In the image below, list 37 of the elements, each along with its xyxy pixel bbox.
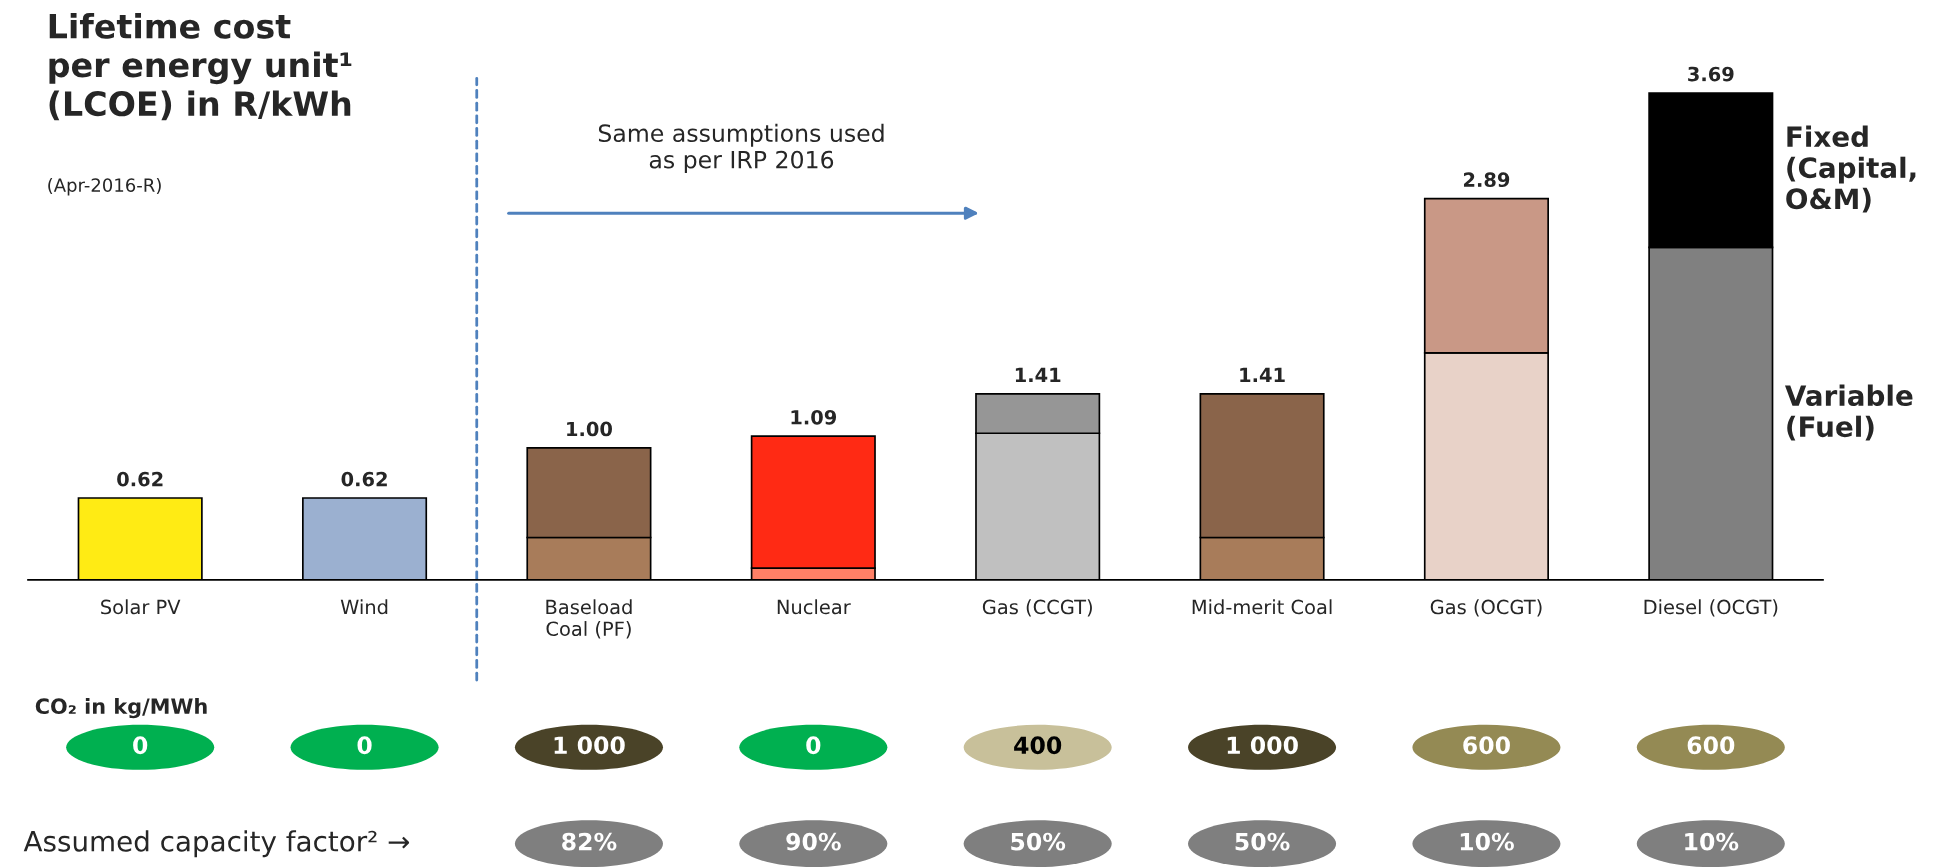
series-label: Fixed (Capital, O&M) [1786,125,1916,213]
annotation: 1.41 [1015,367,1061,383]
text: 1 000 [1227,736,1298,755]
x-tick-label: Mid-merit Coal [1192,599,1332,615]
annotation: Same assumptions used as per IRP 2016 [598,123,884,174]
annotation: 1.09 [791,409,837,425]
text: 50% [1011,832,1066,851]
x-tick-label: Nuclear [777,599,851,615]
text: 1 000 [554,736,625,755]
annotation: 2.89 [1463,172,1510,188]
x-tick-label: Gas (OCGT) [1430,599,1542,617]
annotation: 0.62 [117,471,163,487]
text: 0 [133,736,148,755]
text: 10% [1685,832,1739,851]
text: 0 [806,736,821,755]
x-tick-label: Solar PV [101,599,181,615]
text: (Apr-2016-R) [48,177,161,196]
x-tick-label: Gas (CCGT) [982,599,1092,617]
text: CO₂ in kg/MWh [35,697,207,719]
annotation: 3.69 [1688,66,1734,82]
annotation: 1.41 [1240,367,1285,383]
x-tick-label: Diesel (OCGT) [1644,599,1778,617]
x-tick-label: Baseload Coal (PF) [546,599,632,639]
text: 82% [562,832,617,851]
text: 50% [1235,832,1290,851]
x-tick-label: Wind [340,599,388,615]
series-label: Variable (Fuel) [1784,384,1913,441]
chart-title: Lifetime cost per energy unit¹ (LCOE) in R/kWh [49,13,352,121]
annotation: 1.00 [567,421,612,437]
text: 10% [1460,832,1514,851]
text: 600 [1463,736,1510,755]
annotation: 0.62 [341,471,387,487]
text: 400 [1014,736,1062,755]
text: Assumed capacity factor² → [23,830,410,858]
text: 600 [1687,736,1735,755]
text: 0 [357,736,372,755]
text: 90% [786,832,841,851]
